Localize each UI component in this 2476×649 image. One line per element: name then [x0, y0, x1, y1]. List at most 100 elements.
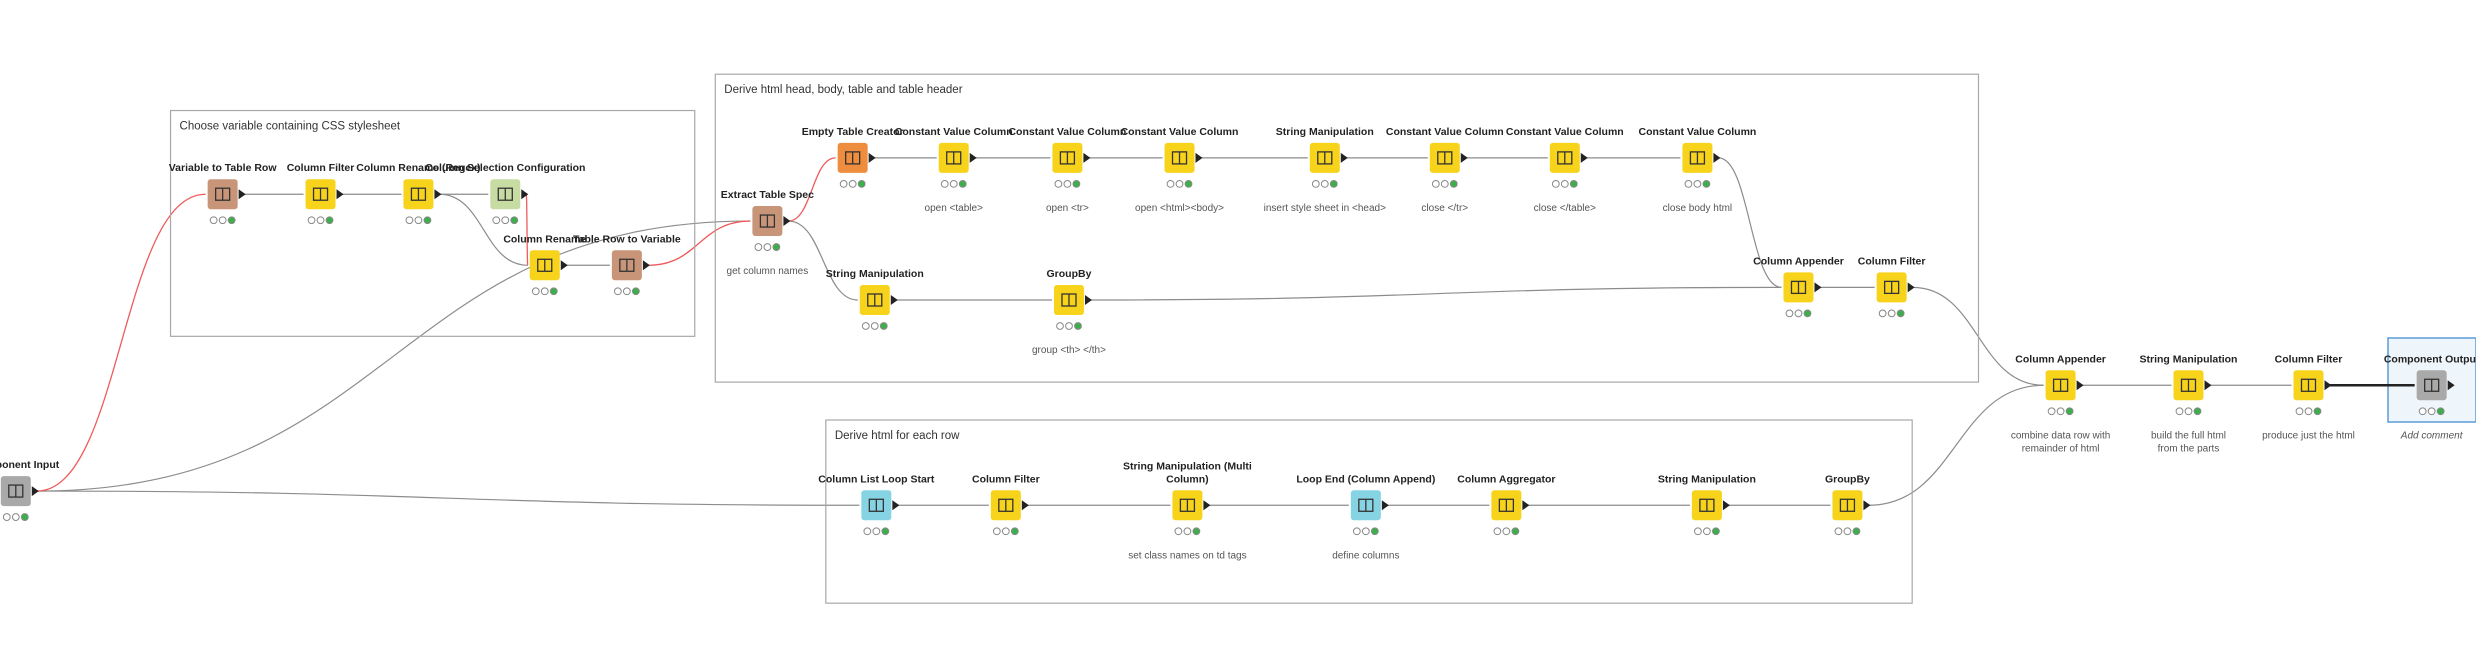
node-label: Table Row to Variable: [573, 233, 681, 245]
status-light: [423, 216, 432, 225]
node-label: String Manipulation: [1276, 126, 1374, 138]
status-light: [857, 180, 866, 188]
output-port: [1814, 282, 1822, 293]
status-light: [1001, 527, 1010, 536]
node: Constant Value Column close body html: [1639, 126, 1757, 214]
node-label: Constant Value Column: [895, 126, 1013, 138]
status-light: [307, 216, 316, 225]
output-port: [1195, 152, 1203, 163]
node: Column Filter produce just the html: [2262, 353, 2355, 441]
node-comment: open <tr>: [1046, 203, 1089, 214]
node-label: Column Filter: [1858, 255, 1926, 267]
node: Component Input: [0, 459, 60, 521]
output-port: [1021, 500, 1029, 511]
node-label: Variable to Table Row: [169, 162, 278, 174]
status-light: [1449, 180, 1458, 188]
status-light: [2418, 407, 2427, 416]
output-port: [1863, 500, 1871, 511]
status-light: [227, 216, 236, 225]
output-port: [1340, 152, 1348, 163]
status-light: [1684, 180, 1693, 188]
status-light: [1878, 309, 1887, 318]
status-light: [11, 513, 20, 521]
status-light: [1054, 180, 1063, 188]
annotations: Choose variable containing CSS styleshee…: [169, 73, 1980, 604]
connection: [36, 490, 860, 506]
node: Column Appender: [1753, 255, 1844, 318]
annotation-box: [169, 109, 696, 337]
node-label: Column Aggregator: [1457, 473, 1555, 485]
status-light: [1166, 180, 1175, 188]
node: Column Aggregator: [1457, 473, 1555, 536]
node-label: Column): [1166, 473, 1209, 485]
node-comment: set class names on td tags: [1128, 550, 1246, 561]
status-light: [1370, 527, 1379, 536]
node-label: Column Filter: [972, 473, 1040, 485]
node: GroupBy: [1825, 473, 1871, 536]
status-light: [20, 513, 29, 521]
status-light: [763, 243, 772, 251]
status-light: [881, 527, 890, 536]
status-light: [1440, 180, 1449, 188]
status-light: [2313, 407, 2322, 416]
output-port: [1722, 500, 1730, 511]
status-light: [1896, 309, 1905, 318]
node-comment: close </table>: [1534, 203, 1596, 214]
connection: [647, 220, 751, 266]
node-comment: build the full html: [2151, 430, 2226, 441]
output-port: [2204, 380, 2212, 391]
node-label: String Manipulation: [1658, 473, 1756, 485]
node: String Manipulation: [1658, 473, 1756, 536]
status-light: [754, 243, 763, 251]
status-light: [2304, 407, 2313, 416]
status-light: [872, 527, 881, 536]
status-light: [1063, 180, 1072, 188]
node-comment: produce just the html: [2262, 430, 2355, 441]
status-light: [1834, 527, 1843, 536]
node-label: String Manipulation (Multi: [1123, 460, 1252, 472]
status-light: [531, 287, 540, 296]
status-light: [861, 322, 870, 330]
status-light: [631, 287, 640, 296]
status-light: [316, 216, 325, 225]
status-light: [1072, 180, 1081, 188]
annotation-box: [825, 419, 1913, 604]
status-light: [1511, 527, 1520, 536]
node: Column Filter: [972, 473, 1040, 536]
output-port: [560, 260, 568, 271]
status-light: [1711, 527, 1720, 536]
output-port: [336, 189, 344, 200]
connection: [1718, 157, 1782, 288]
status-light: [1693, 527, 1702, 536]
connection: [788, 157, 836, 222]
node-label: Column List Loop Start: [818, 473, 935, 485]
status-light: [772, 243, 781, 251]
status-light: [2065, 407, 2074, 416]
annotation-title: Derive html for each row: [835, 430, 960, 442]
node: Constant Value Column open <tr>: [1008, 126, 1126, 214]
status-light: [1311, 180, 1320, 188]
status-light: [1852, 527, 1861, 536]
node: Variable to Table Row: [169, 162, 278, 225]
status-light: [613, 287, 622, 296]
status-light: [1010, 527, 1019, 536]
status-light: [1431, 180, 1440, 188]
node: Column Rename: [503, 233, 586, 296]
status-light: [405, 216, 414, 225]
node: GroupBy group <th> </th>: [1032, 268, 1106, 356]
node-label: Column Appender: [2015, 353, 2106, 365]
node-comment: define columns: [1332, 550, 1399, 561]
status-light: [1320, 180, 1329, 188]
connection: [1089, 286, 1782, 301]
node: Constant Value Column close </tr>: [1386, 126, 1504, 214]
status-light: [2295, 407, 2304, 416]
status-light: [1184, 180, 1193, 188]
status-light: [1702, 180, 1711, 188]
status-light: [1329, 180, 1338, 188]
node: Constant Value Column open <html><body>: [1121, 126, 1239, 214]
status-light: [2436, 407, 2445, 416]
status-light: [1702, 527, 1711, 536]
